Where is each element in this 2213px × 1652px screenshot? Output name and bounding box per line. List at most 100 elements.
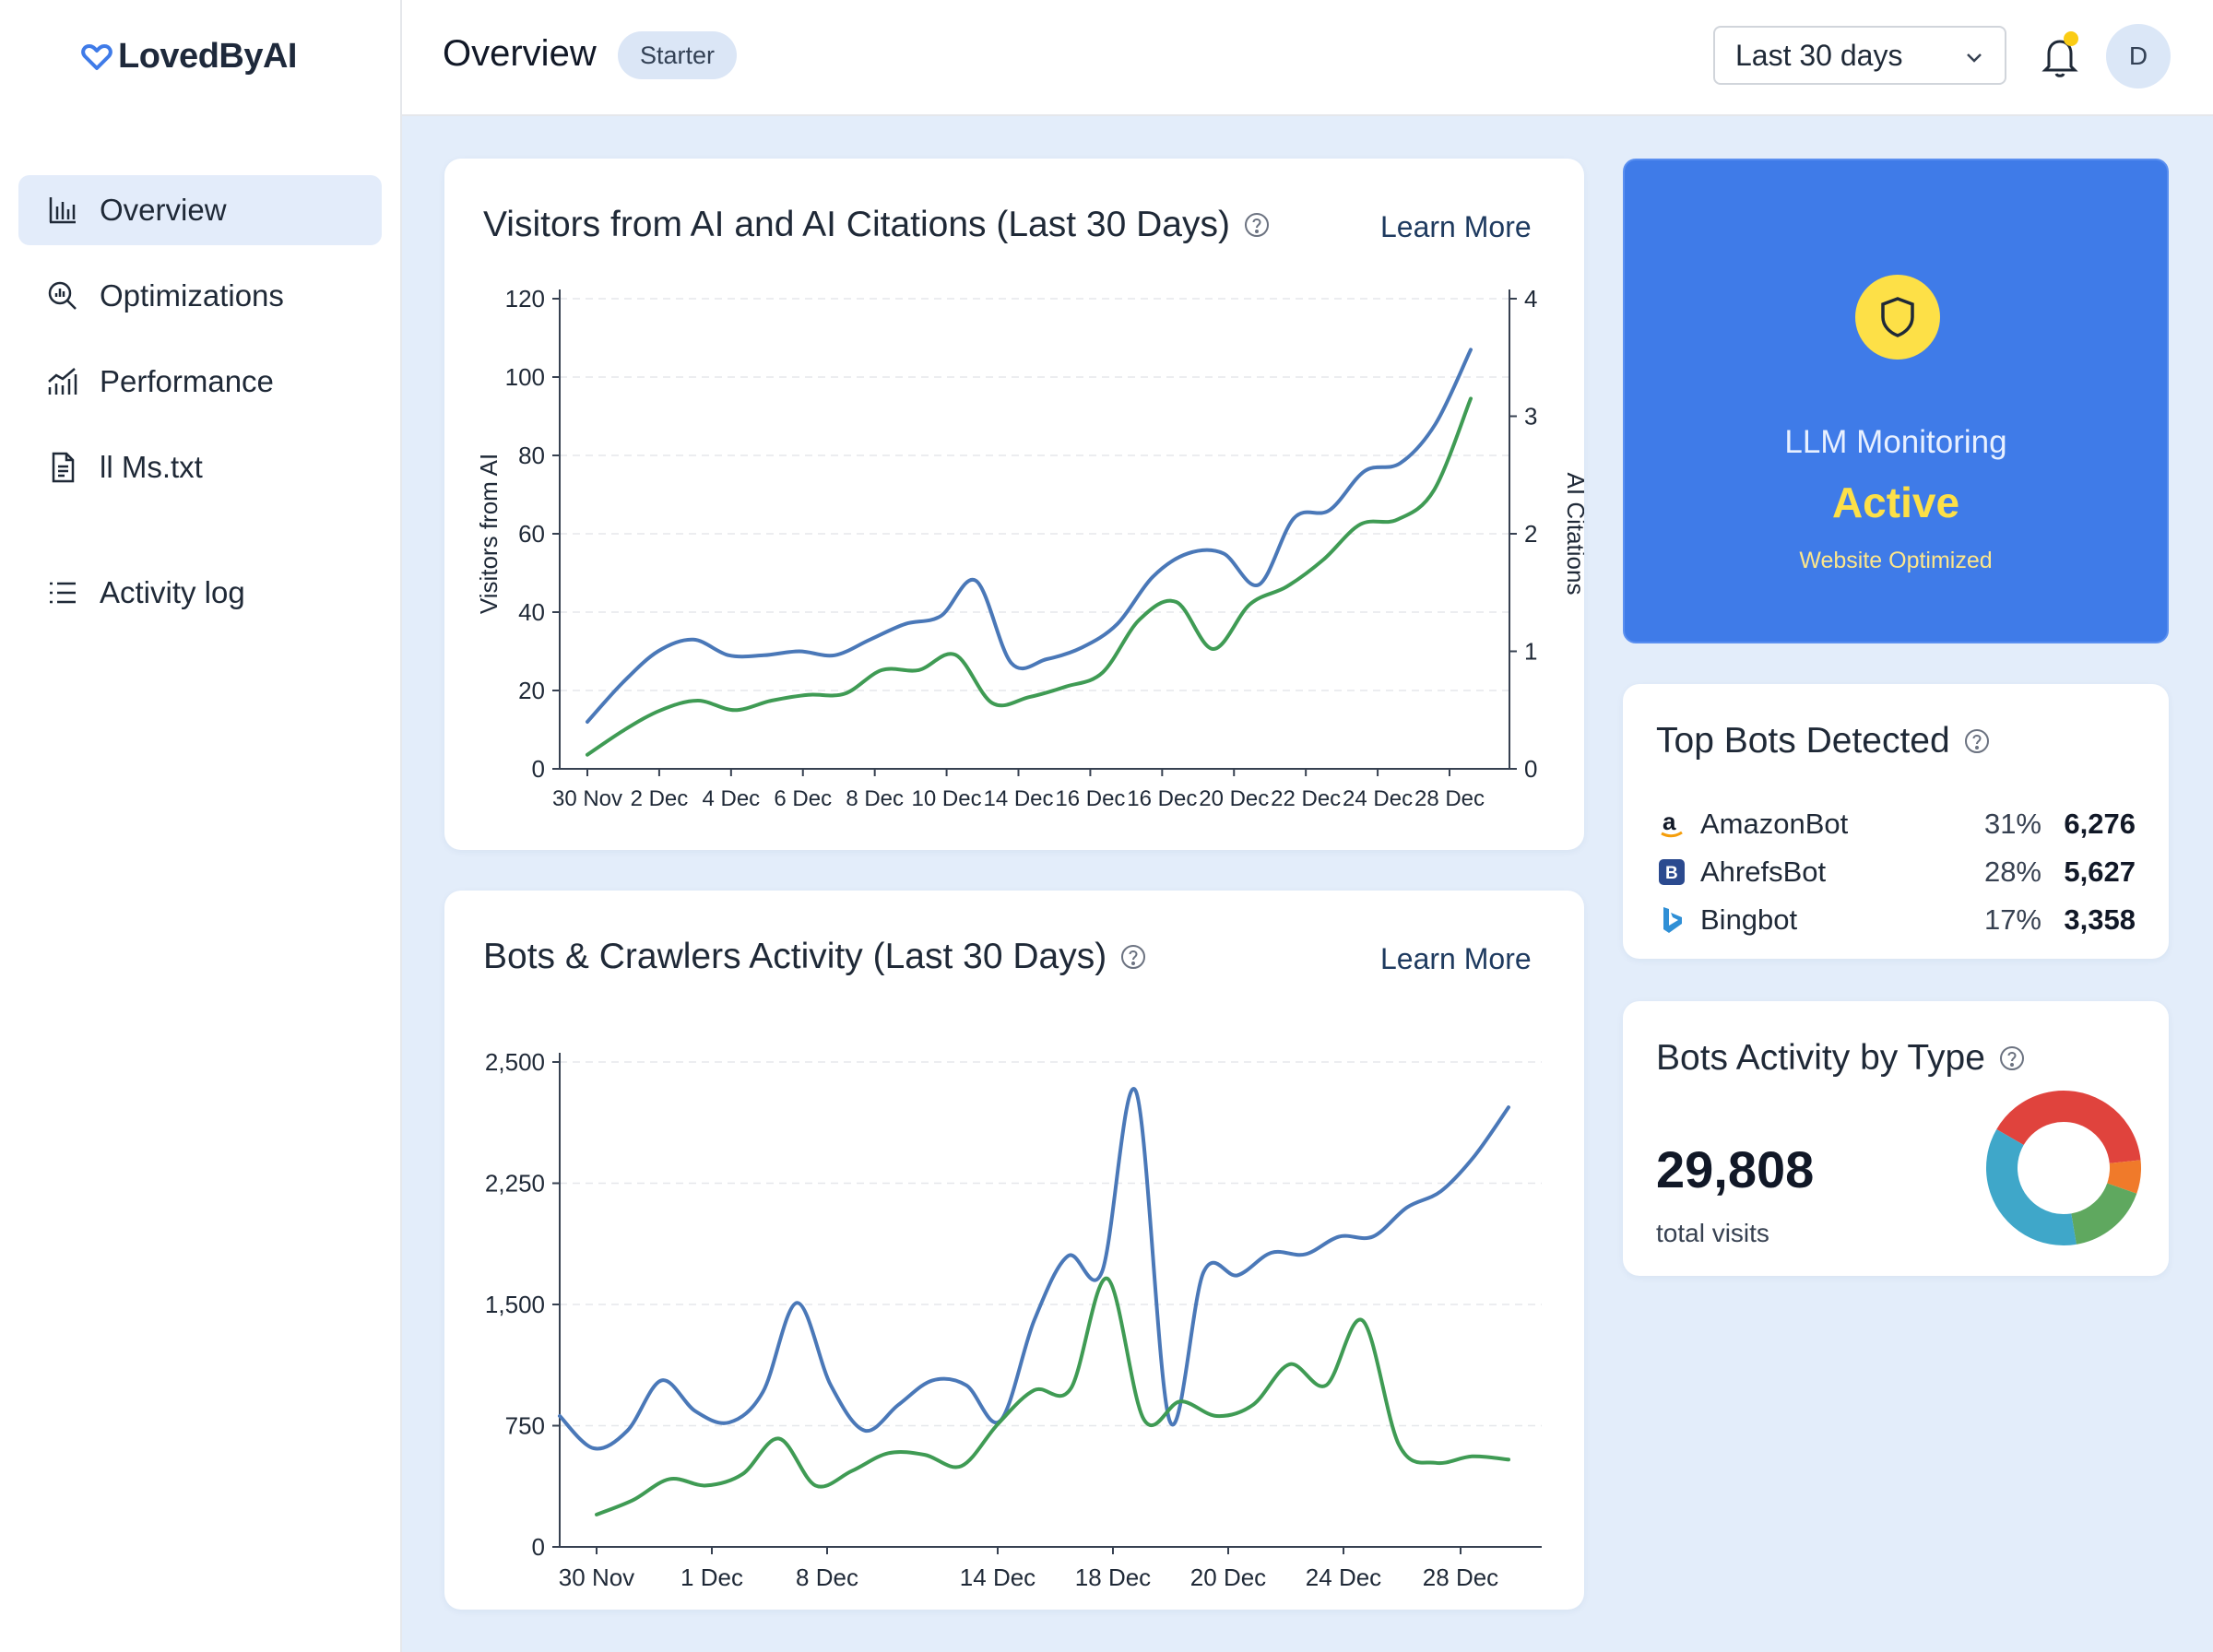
bot-count: 6,276 bbox=[2064, 808, 2136, 840]
sidebar-item-label: Performance bbox=[100, 364, 274, 398]
document-icon bbox=[52, 452, 75, 483]
x-tick-label: 24 Dec bbox=[1306, 1564, 1381, 1591]
x-tick-label: 30 Nov bbox=[552, 786, 622, 811]
svg-text:B: B bbox=[1665, 864, 1678, 883]
ahrefs-icon: B bbox=[1656, 856, 1687, 888]
bot-percent: 17% bbox=[1983, 903, 2041, 936]
sidebar-item-llms-txt[interactable]: ll Ms.txt bbox=[18, 432, 382, 502]
bot-count: 3,358 bbox=[2064, 903, 2136, 936]
bot-row-bingbot[interactable]: Bingbot 17% 3,358 bbox=[1656, 900, 2136, 940]
crawlers-series-line bbox=[595, 1276, 1510, 1516]
visitors-chart-title: Visitors from AI and AI Citations (Last … bbox=[483, 205, 1271, 245]
bot-name: Bingbot bbox=[1700, 903, 1798, 936]
y-tick-label: 2,500 bbox=[485, 1048, 545, 1076]
visitors-chart-title-text: Visitors from AI and AI Citations (Last … bbox=[483, 205, 1230, 244]
x-tick-label: 8 Dec bbox=[796, 1564, 858, 1591]
bots-type-donut-chart bbox=[1986, 1091, 2141, 1245]
bell-icon[interactable] bbox=[2038, 33, 2082, 79]
top-bots-card: Top Bots Detected a AmazonBot 31% 6,276 … bbox=[1623, 684, 2169, 959]
y2-tick-label: 4 bbox=[1524, 285, 1537, 313]
avatar[interactable]: D bbox=[2106, 24, 2171, 88]
sidebar-item-label: ll Ms.txt bbox=[100, 450, 203, 484]
y-tick-label: 0 bbox=[532, 1533, 545, 1561]
learn-more-link[interactable]: Learn More bbox=[1380, 210, 1532, 243]
help-icon[interactable] bbox=[1119, 943, 1147, 971]
main-content: Visitors from AI and AI Citations (Last … bbox=[402, 116, 2213, 1652]
help-icon[interactable] bbox=[1998, 1044, 2026, 1072]
x-tick-label: 30 Nov bbox=[559, 1564, 634, 1591]
x-tick-label: 22 Dec bbox=[1271, 786, 1341, 811]
top-bots-title-text: Top Bots Detected bbox=[1656, 721, 1950, 761]
y-tick-label: 120 bbox=[505, 285, 545, 313]
y-axis-label: Visitors from AI bbox=[475, 454, 503, 614]
visitors-line bbox=[586, 348, 1473, 724]
brand-logo[interactable]: LovedByAI bbox=[81, 37, 297, 77]
bot-count: 5,627 bbox=[2064, 856, 2136, 888]
sidebar: LovedByAI Overview Optimizations Perform… bbox=[0, 0, 402, 1652]
x-tick-label: 14 Dec bbox=[960, 1564, 1035, 1591]
bots-by-type-title: Bots Activity by Type bbox=[1656, 1038, 2026, 1079]
y-tick-label: 60 bbox=[518, 520, 545, 548]
sidebar-item-activity-log[interactable]: Activity log bbox=[18, 558, 382, 628]
x-tick-label: 28 Dec bbox=[1414, 786, 1485, 811]
x-tick-label: 8 Dec bbox=[846, 786, 904, 811]
help-icon[interactable] bbox=[1243, 211, 1271, 239]
x-tick-label: 24 Dec bbox=[1343, 786, 1413, 811]
y-tick-label: 2,250 bbox=[485, 1170, 545, 1198]
sidebar-item-label: Activity log bbox=[100, 575, 245, 609]
y-tick-label: 20 bbox=[518, 677, 545, 704]
donut-slice bbox=[1986, 1091, 2141, 1245]
bots-chart-title: Bots & Crawlers Activity (Last 30 Days) bbox=[483, 937, 1147, 977]
bot-row-amazonbot[interactable]: a AmazonBot 31% 6,276 bbox=[1656, 804, 2136, 844]
plan-badge: Starter bbox=[618, 31, 738, 79]
x-tick-label: 16 Dec bbox=[1055, 786, 1125, 811]
bot-name: AhrefsBot bbox=[1700, 856, 1827, 888]
x-tick-label: 10 Dec bbox=[912, 786, 982, 811]
x-tick-label: 2 Dec bbox=[631, 786, 689, 811]
x-tick-label: 16 Dec bbox=[1127, 786, 1197, 811]
x-tick-label: 20 Dec bbox=[1199, 786, 1269, 811]
sidebar-item-overview[interactable]: Overview bbox=[18, 175, 382, 245]
svg-text:a: a bbox=[1663, 809, 1676, 835]
y2-tick-label: 2 bbox=[1524, 520, 1537, 548]
shield-icon bbox=[1881, 297, 1914, 337]
total-visits-label: total visits bbox=[1656, 1219, 1769, 1247]
top-header: Overview Starter Last 30 days D bbox=[402, 0, 2213, 116]
performance-chart-icon bbox=[48, 368, 77, 395]
x-tick-label: 1 Dec bbox=[680, 1564, 743, 1591]
date-range-select[interactable]: Last 30 days bbox=[1713, 26, 2006, 85]
shield-badge bbox=[1855, 275, 1940, 360]
brand-name: LovedByAI bbox=[118, 37, 297, 76]
citations-line bbox=[586, 396, 1473, 757]
bot-row-ahrefsbot[interactable]: B AhrefsBot 28% 5,627 bbox=[1656, 852, 2136, 892]
x-tick-label: 18 Dec bbox=[1075, 1564, 1151, 1591]
y2-axis-label: AI Citations bbox=[1562, 473, 1584, 596]
bots-chart-card: Bots & Crawlers Activity (Last 30 Days) … bbox=[444, 891, 1584, 1610]
bots-by-type-card: Bots Activity by Type 29,808 total visit… bbox=[1623, 1001, 2169, 1276]
bot-percent: 31% bbox=[1983, 808, 2041, 840]
y-tick-label: 100 bbox=[505, 363, 545, 391]
bot-name: AmazonBot bbox=[1700, 808, 1849, 840]
y-tick-label: 750 bbox=[505, 1412, 545, 1440]
sidebar-item-label: Overview bbox=[100, 193, 227, 227]
x-tick-label: 4 Dec bbox=[702, 786, 760, 811]
bots-line-chart: 0 750 1,500 2,250 2,500 30 Nov 1 Dec 8 Dec 14 De… bbox=[485, 1048, 1542, 1591]
visitors-line-chart: 0 20 40 60 80 100 120 0 1 2 3 4 30 Nov 2 Dec 4 Dec 6 De… bbox=[475, 285, 1584, 811]
bot-percent: 28% bbox=[1983, 856, 2041, 888]
sidebar-item-optimizations[interactable]: Optimizations bbox=[18, 261, 382, 331]
help-icon[interactable] bbox=[1963, 727, 1991, 755]
llm-monitoring-status: Active bbox=[1831, 478, 1960, 526]
magnify-chart-icon bbox=[48, 281, 77, 310]
learn-more-link[interactable]: Learn More bbox=[1380, 942, 1532, 975]
y-tick-label: 40 bbox=[518, 598, 545, 626]
chevron-down-icon bbox=[1967, 53, 1982, 63]
llm-monitoring-title: LLM Monitoring bbox=[1784, 424, 2007, 460]
y-tick-label: 1,500 bbox=[485, 1291, 545, 1318]
sidebar-item-performance[interactable]: Performance bbox=[18, 347, 382, 417]
x-tick-label: 20 Dec bbox=[1190, 1564, 1266, 1591]
y-tick-label: 0 bbox=[532, 755, 545, 783]
total-visits-value: 29,808 bbox=[1656, 1140, 1815, 1198]
bots-series-line bbox=[558, 1087, 1510, 1451]
bots-chart-title-text: Bots & Crawlers Activity (Last 30 Days) bbox=[483, 937, 1107, 976]
bots-by-type-title-text: Bots Activity by Type bbox=[1656, 1038, 1985, 1078]
